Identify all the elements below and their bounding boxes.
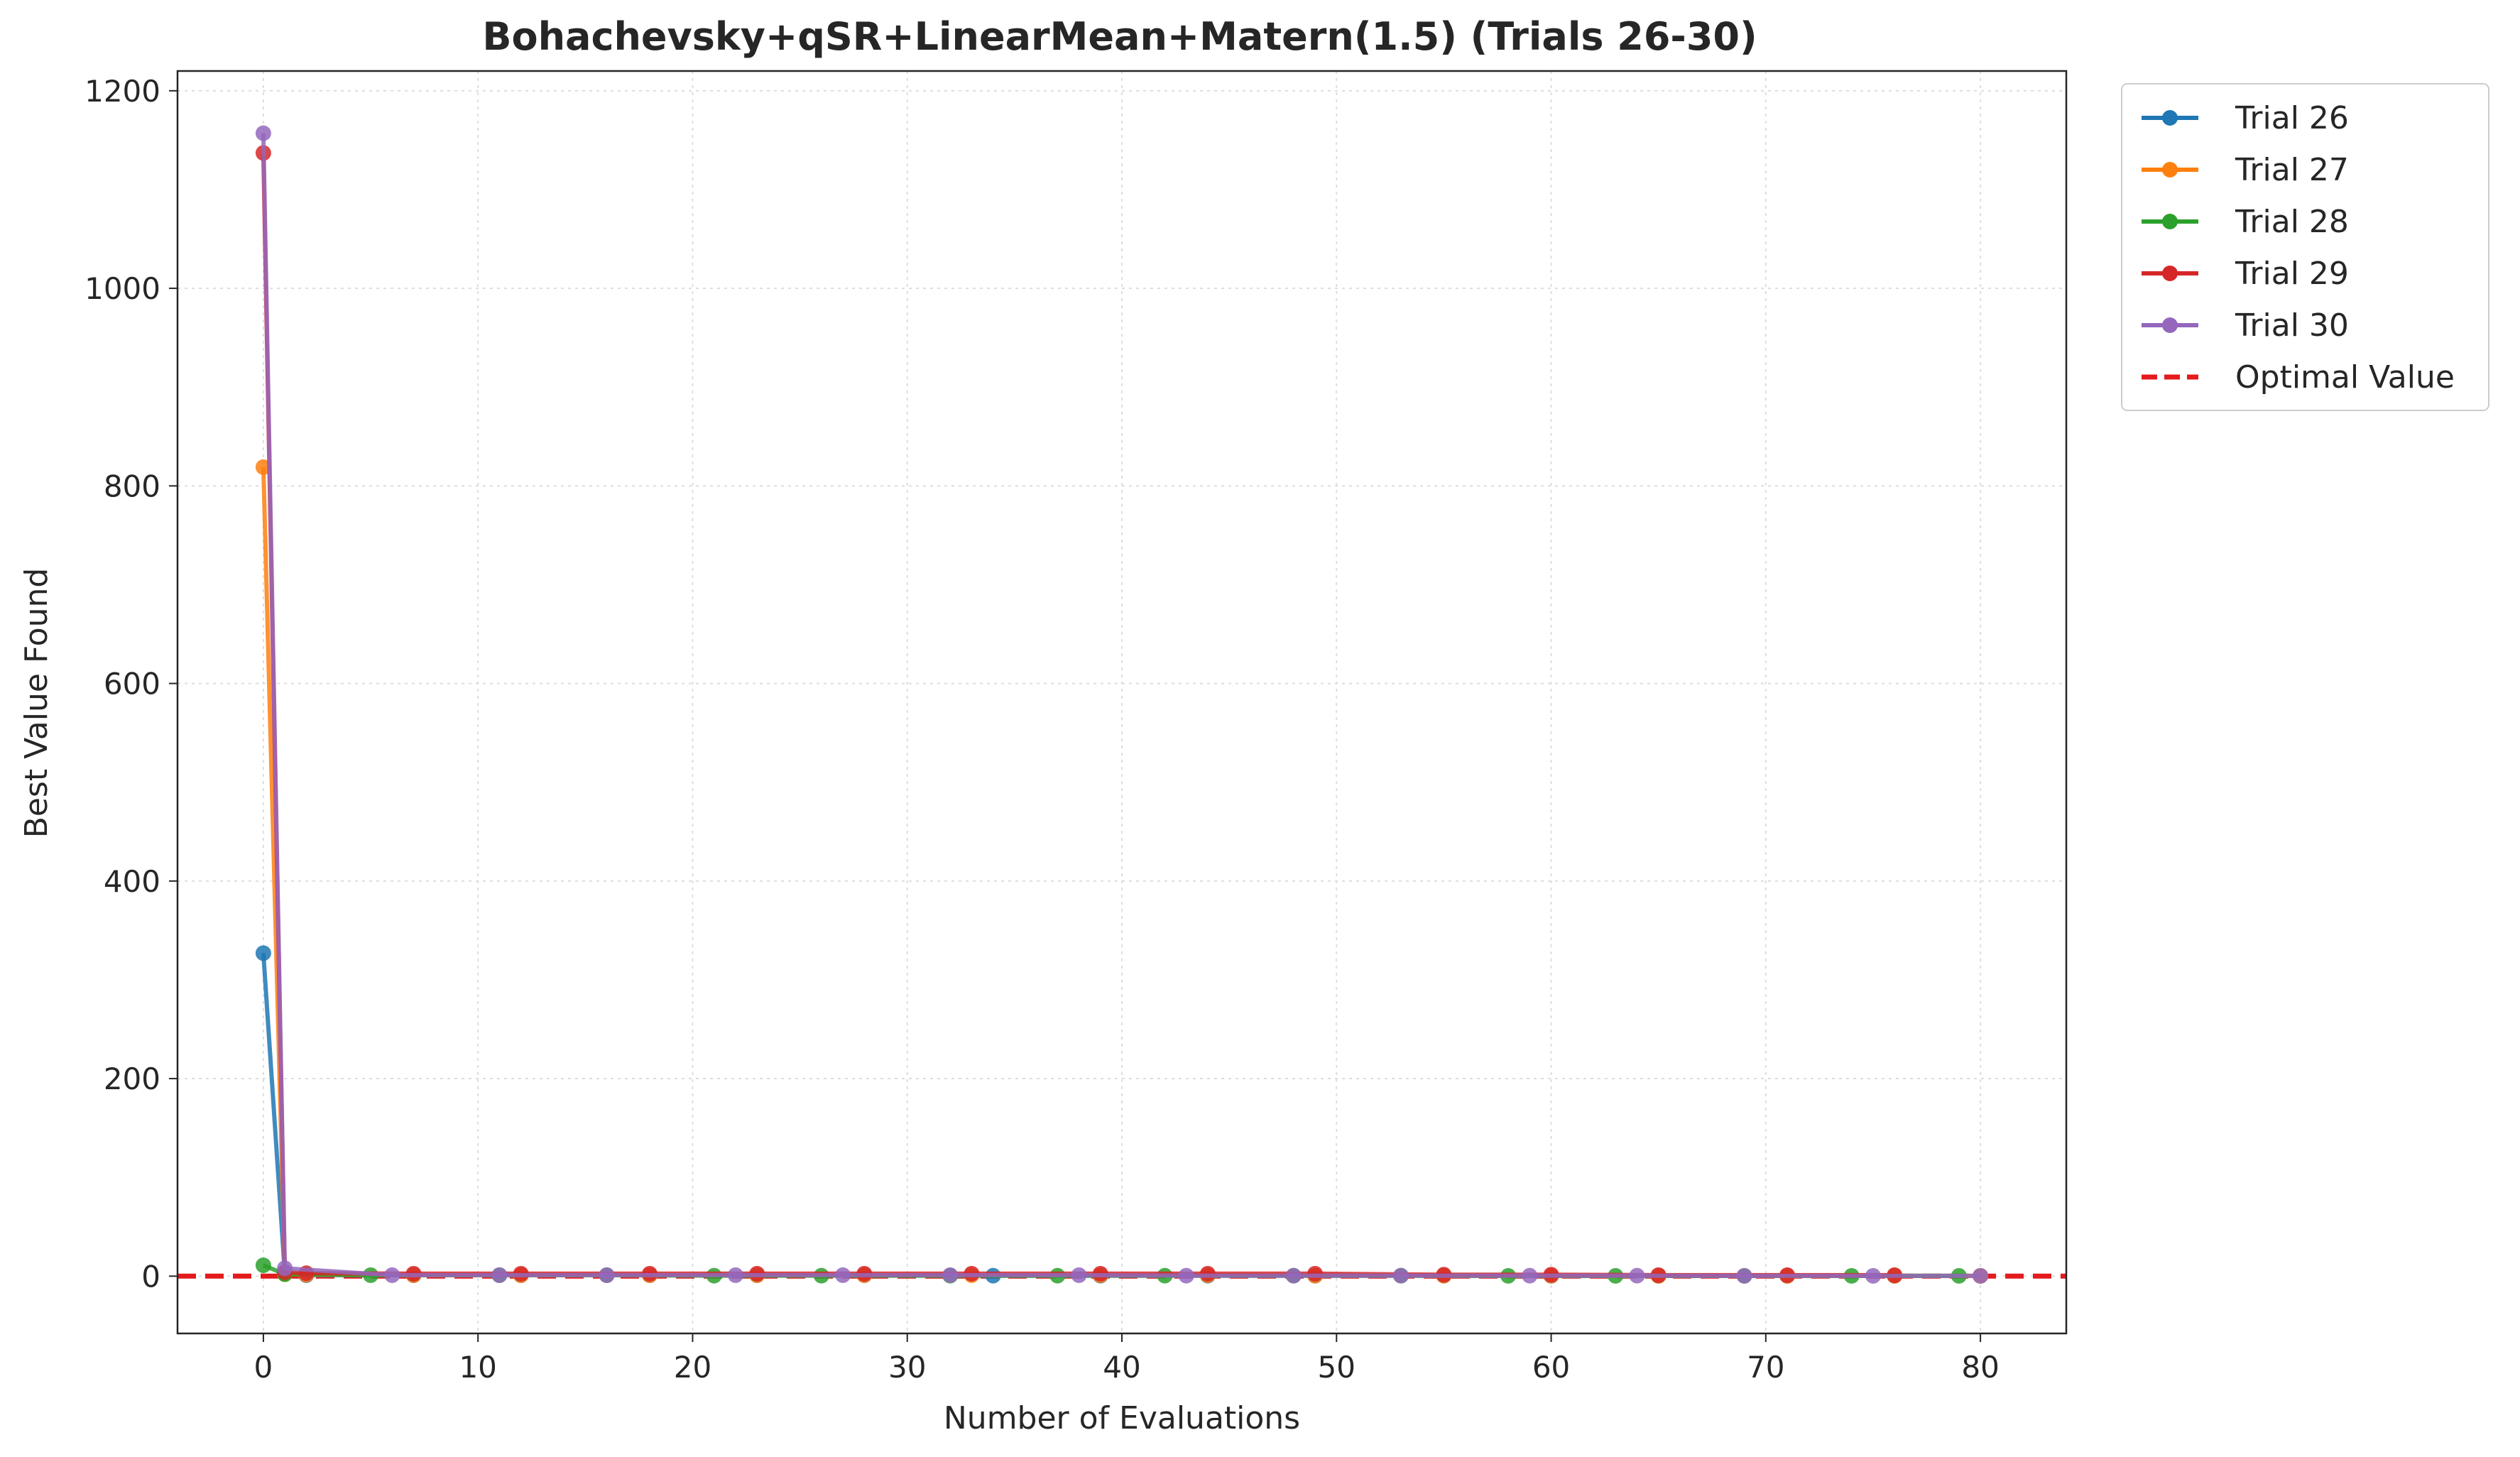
series-trial-30 (255, 125, 1989, 1284)
data-point (255, 945, 271, 961)
x-tick-label: 40 (1103, 1350, 1140, 1385)
legend-entry: Trial 26 (2142, 100, 2349, 136)
legend-frame (2121, 83, 2489, 411)
data-point (1285, 1267, 1302, 1284)
data-point (1629, 1267, 1645, 1284)
legend-marker (2162, 317, 2178, 333)
legend-entry: Trial 28 (2142, 204, 2349, 240)
data-point (255, 125, 271, 141)
legend-entry: Optimal Value (2142, 359, 2455, 395)
x-tick-label: 70 (1747, 1350, 1784, 1385)
x-tick-label: 50 (1318, 1350, 1356, 1385)
x-axis-label: Number of Evaluations (944, 1400, 1300, 1436)
x-tick-label: 30 (888, 1350, 926, 1385)
data-point (384, 1267, 400, 1283)
legend-label: Trial 30 (2235, 307, 2349, 344)
data-point (277, 1260, 293, 1277)
data-point (1178, 1267, 1194, 1284)
series-trial-28 (255, 1257, 1967, 1284)
y-tick-label: 1000 (84, 271, 160, 306)
legend-marker (2162, 110, 2178, 126)
y-axis-ticks: 0 200 400 600 800 1000 1200 (84, 74, 178, 1294)
data-point (255, 1257, 271, 1274)
data-point (1522, 1267, 1538, 1284)
series-line (261, 466, 1981, 1278)
series-line (261, 153, 1895, 1277)
legend-label: Trial 27 (2235, 152, 2349, 188)
legend-marker (2162, 162, 2178, 178)
y-tick-label: 200 (104, 1062, 160, 1096)
data-point (1973, 1267, 1989, 1284)
legend-label: Trial 29 (2235, 256, 2349, 292)
legend-label: Trial 28 (2235, 204, 2349, 240)
legend-entries: Trial 26 Trial 27 Trial 28 Trial 29 Trial 30… (2142, 100, 2455, 395)
chart-title: Bohachevsky+qSR+LinearMean+Matern(1.5) (… (482, 14, 1757, 59)
data-point (1736, 1267, 1752, 1284)
x-tick-label: 0 (254, 1350, 273, 1385)
y-tick-label: 600 (104, 667, 160, 702)
series-trial-29 (255, 145, 1903, 1283)
data-point (1071, 1267, 1087, 1283)
y-axis-label: Best Value Found (18, 568, 55, 839)
legend: Trial 26 Trial 27 Trial 28 Trial 29 Trial 30… (2121, 83, 2489, 411)
data-point (1865, 1267, 1881, 1284)
y-tick-label: 800 (104, 469, 160, 503)
grid-lines (178, 71, 2066, 1333)
legend-entry: Trial 29 (2142, 256, 2349, 292)
legend-label: Trial 26 (2235, 100, 2349, 136)
data-point (491, 1267, 508, 1283)
y-tick-label: 400 (104, 864, 160, 899)
legend-marker (2162, 214, 2178, 229)
x-tick-label: 10 (459, 1350, 496, 1385)
x-tick-label: 80 (1961, 1350, 1999, 1385)
series-layer (255, 125, 1989, 1284)
data-point (942, 1267, 959, 1283)
legend-entry: Trial 27 (2142, 152, 2349, 188)
legend-label: Optimal Value (2235, 359, 2455, 395)
x-tick-label: 60 (1532, 1350, 1570, 1385)
data-point (727, 1267, 743, 1283)
data-point (835, 1267, 851, 1283)
y-tick-label: 1200 (84, 74, 160, 109)
data-point (1392, 1267, 1409, 1284)
y-tick-label: 0 (141, 1259, 160, 1294)
data-point (599, 1267, 615, 1283)
x-tick-label: 20 (674, 1350, 711, 1385)
x-axis-ticks: 0 10 20 30 40 50 60 70 80 (254, 1333, 2000, 1385)
legend-marker (2162, 266, 2178, 281)
legend-entry: Trial 30 (2142, 307, 2349, 344)
